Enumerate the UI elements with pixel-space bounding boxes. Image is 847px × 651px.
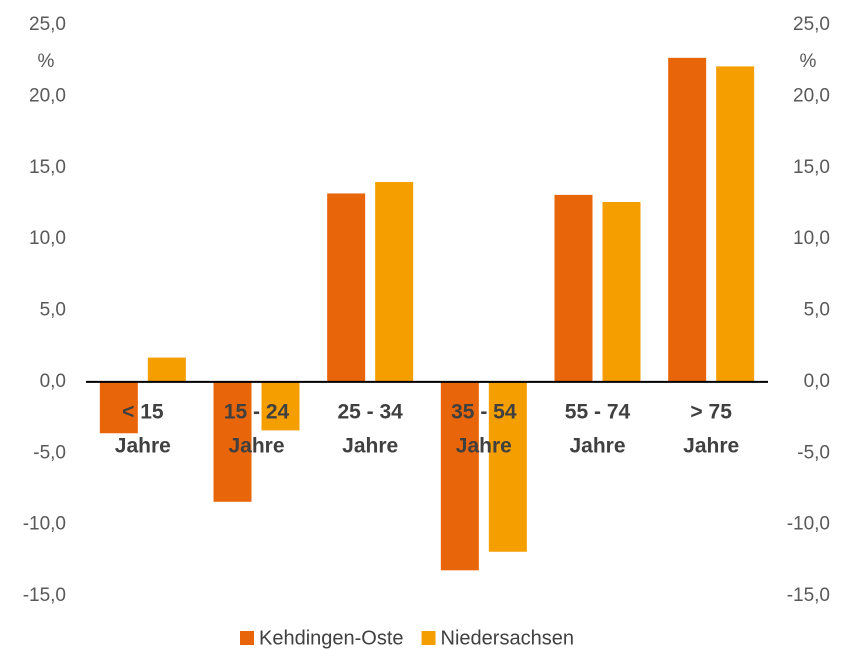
y-unit: % [38,51,55,72]
bar [440,381,479,571]
x-tick-label: 55 - 74 [565,401,631,424]
y2-tick-label: -15,0 [787,585,830,606]
legend-swatch [421,631,436,645]
legend-label: Niedersachsen [441,627,574,649]
bar [716,66,755,382]
y2-tick-label: 25,0 [793,14,830,35]
y2-tick-label: -10,0 [787,514,830,535]
y-tick-label: -15,0 [23,585,66,606]
x-tick-label: < 15 [122,401,164,424]
y2-tick-label: 15,0 [793,157,830,178]
bar [213,381,252,502]
y-tick-label: 10,0 [29,228,66,249]
y-tick-label: -10,0 [23,514,66,535]
x-tick-label: Jahre [569,435,625,458]
y-tick-label: 25,0 [29,14,66,35]
x-tick-label: Jahre [115,435,171,458]
y2-tick-label: 0,0 [804,371,830,392]
y2-tick-label: 20,0 [793,85,830,106]
x-tick-label: > 75 [690,401,732,424]
bar [147,357,186,382]
bar [554,194,593,382]
x-tick-label: Jahre [228,435,284,458]
bar [668,57,707,382]
bar [327,193,366,382]
y-tick-label: 5,0 [40,300,66,321]
legend-swatch [240,631,254,645]
bar [261,381,300,431]
bar [375,182,414,382]
bar [99,381,138,434]
bar [488,381,527,552]
x-tick-label: Jahre [342,435,398,458]
y2-tick-label: 10,0 [793,228,830,249]
legend-label: Kehdingen-Oste [259,627,404,649]
x-tick-label: Jahre [683,435,739,458]
y-tick-label: 15,0 [29,157,66,178]
x-tick-label: 35 - 54 [451,401,517,424]
x-tick-label: Jahre [456,435,512,458]
y-tick-label: 0,0 [40,371,66,392]
y-tick-label: -5,0 [33,442,66,463]
y-tick-label: 20,0 [29,85,66,106]
bar [602,202,641,382]
y2-tick-label: 5,0 [804,300,830,321]
x-tick-label: 15 - 24 [224,401,290,424]
y2-tick-label: -5,0 [797,442,830,463]
y2-unit: % [800,51,817,72]
x-tick-label: 25 - 34 [337,401,403,424]
